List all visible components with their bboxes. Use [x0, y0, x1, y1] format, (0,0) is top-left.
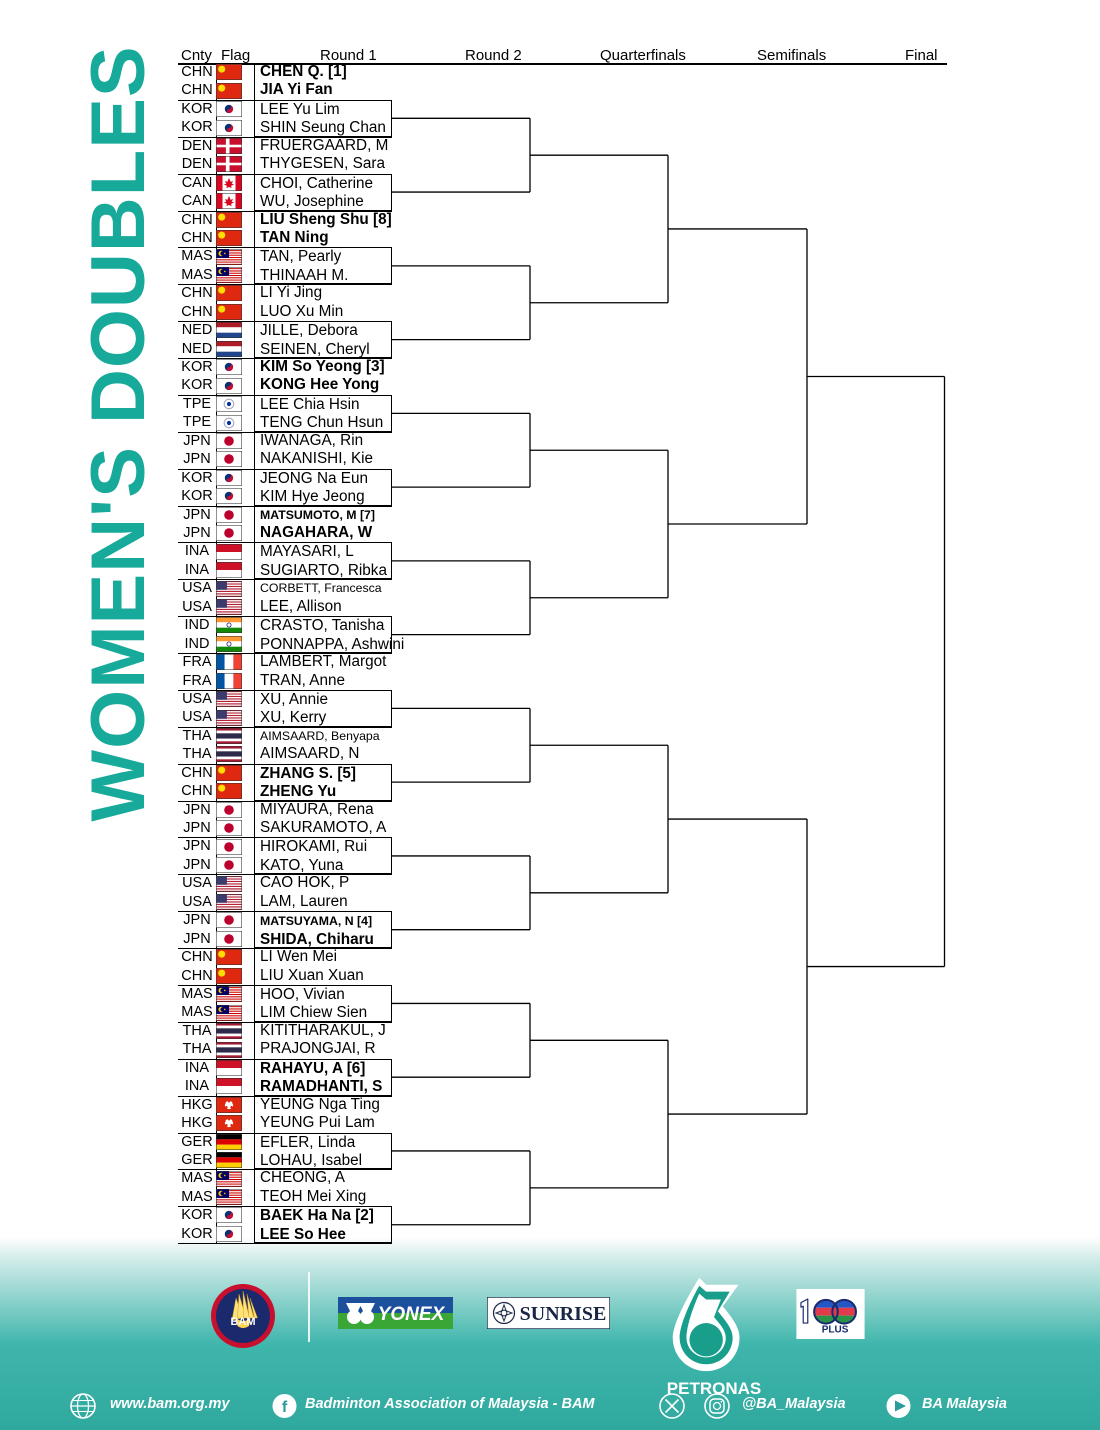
- svg-text:PLUS: PLUS: [822, 1325, 849, 1336]
- svg-text:SUNRISE: SUNRISE: [520, 1303, 607, 1325]
- svg-text:BAM: BAM: [230, 1316, 255, 1328]
- svg-text:f: f: [282, 1399, 288, 1416]
- svg-text:YONEX: YONEX: [378, 1304, 446, 1325]
